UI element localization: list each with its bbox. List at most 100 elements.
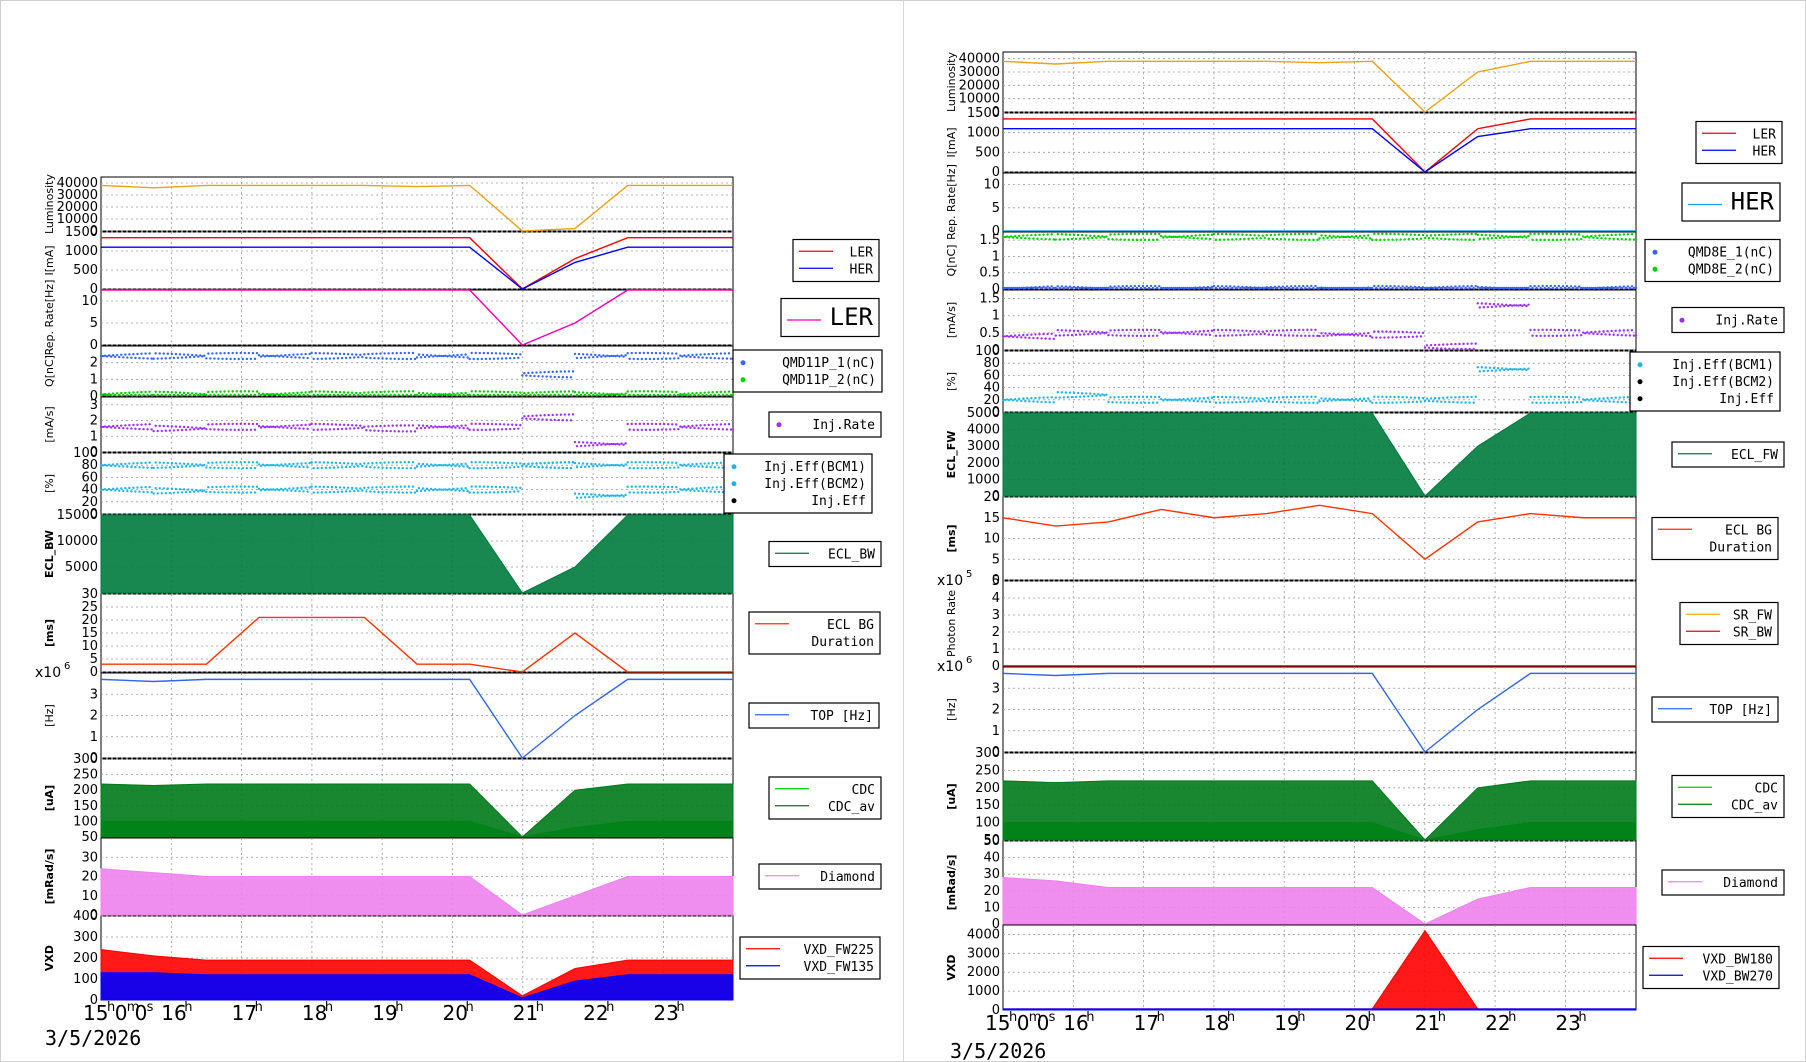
scatter-point — [213, 393, 216, 397]
scatter-point — [1227, 334, 1230, 337]
scatter-point — [170, 487, 174, 490]
scatter-point — [689, 426, 692, 429]
y-tick-label: 30000 — [959, 65, 1000, 80]
x-tick-unit: h — [466, 1000, 474, 1015]
scatter-point — [494, 390, 498, 393]
x-tick-hour: 18 — [302, 1001, 327, 1025]
scatter-point — [1095, 394, 1098, 398]
scatter-point — [1482, 369, 1486, 373]
scatter-point — [626, 422, 629, 426]
scatter-point — [519, 353, 522, 356]
scatter-point — [288, 462, 291, 466]
scatter-point — [1358, 332, 1362, 335]
scatter-point — [387, 352, 390, 355]
scatter-point — [359, 353, 362, 357]
scatter-point — [460, 353, 463, 357]
scatter-point — [1586, 398, 1589, 401]
scatter-point — [257, 424, 261, 428]
scatter-point — [565, 393, 569, 397]
scatter-point — [567, 461, 571, 464]
scatter-point — [1496, 303, 1500, 306]
scatter-point — [681, 393, 684, 396]
scatter-point — [231, 351, 234, 355]
scatter-point — [1567, 334, 1571, 337]
scatter-point — [448, 425, 451, 428]
scatter-point — [1571, 286, 1575, 290]
scatter-point — [551, 370, 554, 374]
scatter-point — [654, 422, 658, 426]
scatter-point — [476, 393, 479, 397]
scatter-point — [1087, 395, 1090, 398]
scatter-point — [565, 375, 569, 379]
scatter-point — [1474, 395, 1477, 399]
scatter-point — [1204, 237, 1208, 240]
scatter-point — [561, 393, 565, 397]
scatter-point — [154, 461, 157, 464]
scatter-point — [1291, 238, 1295, 241]
scatter-point — [488, 428, 492, 431]
scatter-point — [468, 466, 471, 470]
scatter-point — [1614, 285, 1617, 289]
scatter-point — [211, 390, 214, 394]
scatter-point — [381, 357, 384, 360]
scatter-point — [247, 351, 251, 355]
scatter-point — [1091, 332, 1094, 336]
legend-marker — [731, 464, 737, 470]
scatter-point — [660, 428, 664, 431]
scatter-point — [1283, 238, 1287, 241]
scatter-point — [1389, 330, 1392, 333]
y-tick-label: 30 — [81, 587, 98, 602]
scatter-point — [1196, 400, 1199, 403]
scatter-point — [237, 393, 240, 397]
scatter-point — [124, 391, 127, 395]
scatter-point — [326, 461, 330, 464]
scatter-point — [1024, 399, 1027, 403]
scatter-point — [1259, 236, 1262, 240]
scatter-point — [1350, 235, 1354, 238]
y-tick-label: 100 — [73, 446, 98, 461]
scatter-point — [1123, 286, 1126, 290]
scatter-point — [215, 461, 218, 464]
scatter-point — [1569, 233, 1573, 236]
scatter-point — [1068, 285, 1072, 288]
legend-ecl: ECL_FW — [1671, 441, 1785, 468]
scatter-point — [308, 486, 311, 489]
scatter-point — [1403, 335, 1406, 339]
scatter-point — [523, 462, 526, 466]
scatter-point — [1160, 330, 1163, 334]
scatter-point — [282, 489, 285, 492]
scatter-point — [1523, 235, 1526, 238]
scatter-point — [527, 414, 530, 418]
scatter-point — [255, 461, 259, 464]
scatter-point — [1506, 236, 1510, 239]
scatter-point — [310, 485, 313, 488]
scatter-point — [346, 391, 350, 394]
scatter-point — [1174, 235, 1177, 238]
scatter-point — [535, 414, 538, 417]
scatter-point — [1066, 396, 1070, 399]
scatter-point — [1602, 234, 1605, 237]
scatter-point — [573, 492, 577, 495]
scatter-point — [1087, 333, 1090, 336]
scatter-point — [1222, 286, 1226, 290]
scatter-point — [652, 466, 656, 470]
scatter-point — [1334, 286, 1337, 290]
scatter-point — [1074, 333, 1078, 337]
scatter-point — [209, 490, 212, 494]
scatter-point — [1076, 329, 1080, 333]
y-tick-label: 0 — [90, 445, 98, 460]
scatter-point — [1529, 395, 1532, 399]
scatter-point — [342, 486, 346, 489]
scatter-point — [1513, 368, 1516, 371]
scatter-point — [1466, 284, 1469, 288]
scatter-point — [1350, 286, 1354, 290]
scatter-point — [638, 485, 642, 488]
scatter-point — [436, 355, 439, 358]
scatter-point — [265, 354, 269, 357]
scatter-point — [575, 466, 579, 469]
scatter-point — [421, 487, 425, 490]
scatter-point — [1267, 237, 1270, 240]
scatter-point — [632, 466, 635, 470]
scatter-point — [1484, 233, 1488, 237]
